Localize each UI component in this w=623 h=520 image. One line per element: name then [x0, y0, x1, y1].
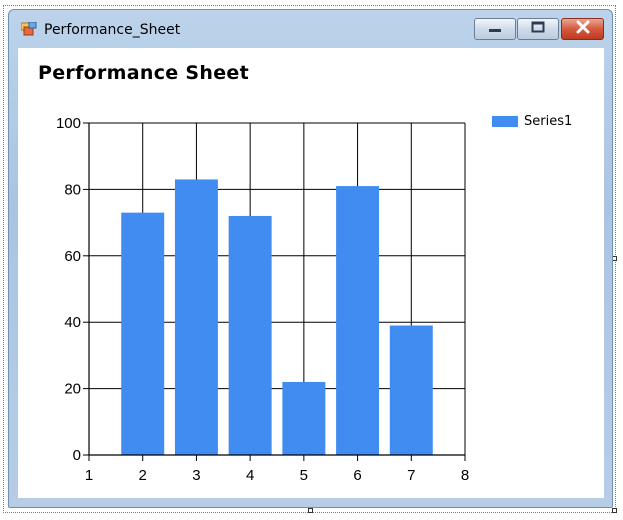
- title-bar[interactable]: Performance_Sheet: [9, 10, 612, 48]
- y-tick-label: 60: [64, 248, 81, 265]
- form-window: Performance_Sheet Performance Sheet 1 2 3 4…: [8, 9, 613, 508]
- x-tick-label: 2: [139, 467, 147, 484]
- close-icon: [575, 20, 591, 39]
- chart-title: Performance Sheet: [38, 62, 249, 84]
- bar-x3: [174, 179, 218, 455]
- y-tick-label: 100: [56, 115, 81, 132]
- x-tick-label: 8: [461, 467, 469, 484]
- x-tick-label: 7: [407, 467, 415, 484]
- y-tick-label: 40: [64, 314, 81, 331]
- legend-swatch-series1: [492, 116, 518, 127]
- chart-legend: Series1: [492, 114, 572, 129]
- close-button[interactable]: [561, 18, 604, 40]
- resize-handle-corner[interactable]: [612, 508, 617, 513]
- y-tick-label: 20: [64, 381, 81, 398]
- bar-x7: [389, 325, 433, 455]
- bar-x4: [228, 215, 272, 455]
- legend-label-series1: Series1: [524, 114, 573, 129]
- x-tick-label: 5: [300, 467, 308, 484]
- x-tick-label: 3: [192, 467, 200, 484]
- minimize-button[interactable]: [474, 18, 516, 40]
- bar-x5: [282, 381, 326, 455]
- form-app-icon: [20, 21, 37, 36]
- x-tick-label: 1: [85, 467, 93, 484]
- y-tick-label: 80: [64, 181, 81, 198]
- x-tick-label: 6: [353, 467, 361, 484]
- y-tick-label: 0: [73, 447, 81, 464]
- window-title: Performance_Sheet: [44, 22, 181, 38]
- resize-handle-bottom[interactable]: [308, 508, 313, 513]
- minimize-icon: [487, 20, 503, 38]
- chart-control: Performance Sheet 1 2 3 4 5 6 7 8 0 20 40 60 80 100 S…: [18, 48, 604, 498]
- maximize-button[interactable]: [517, 18, 559, 40]
- bar-x6: [336, 186, 380, 455]
- maximize-icon: [530, 20, 546, 38]
- x-tick-label: 4: [246, 467, 254, 484]
- bar-x2: [121, 212, 165, 455]
